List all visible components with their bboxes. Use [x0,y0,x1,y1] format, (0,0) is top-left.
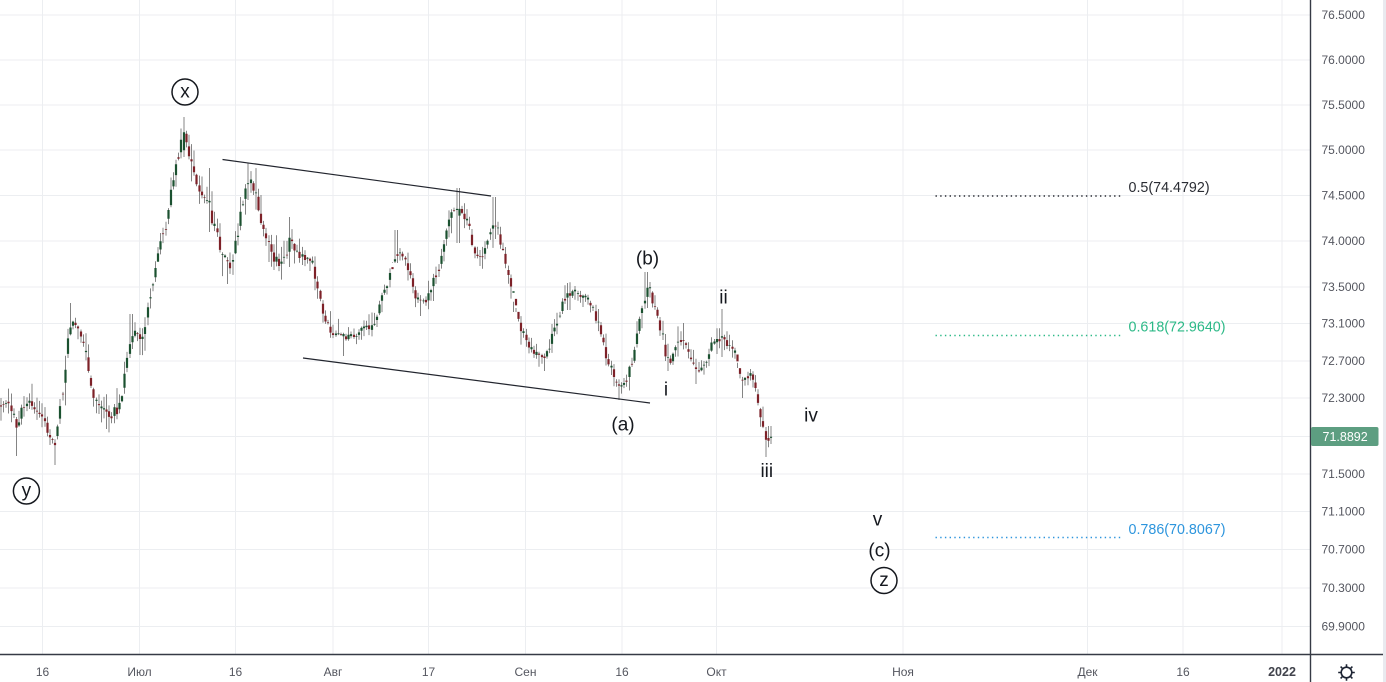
svg-text:2022: 2022 [1268,665,1296,679]
svg-text:75.0000: 75.0000 [1322,143,1366,157]
svg-text:i: i [664,380,668,401]
svg-text:73.5000: 73.5000 [1322,280,1366,294]
svg-text:Дек: Дек [1077,665,1098,679]
svg-text:16: 16 [615,665,629,679]
svg-text:16: 16 [229,665,243,679]
svg-text:76.0000: 76.0000 [1322,53,1366,67]
svg-text:74.5000: 74.5000 [1322,189,1366,203]
svg-text:17: 17 [422,665,436,679]
svg-text:73.1000: 73.1000 [1322,317,1366,331]
svg-text:Авг: Авг [324,665,343,679]
svg-text:71.8892: 71.8892 [1323,430,1368,444]
svg-text:Окт: Окт [706,665,727,679]
svg-text:Июл: Июл [127,665,151,679]
svg-text:(a): (a) [611,415,634,436]
svg-text:16: 16 [1176,665,1190,679]
svg-text:(c): (c) [868,541,890,562]
svg-text:v: v [873,510,883,531]
svg-text:0.618(72.9640): 0.618(72.9640) [1129,320,1226,336]
svg-text:x: x [180,82,190,103]
svg-text:iv: iv [804,406,818,427]
svg-text:0.786(70.8067): 0.786(70.8067) [1129,522,1226,538]
svg-text:0.5(74.4792): 0.5(74.4792) [1129,180,1210,196]
svg-text:16: 16 [36,665,50,679]
svg-text:72.7000: 72.7000 [1322,354,1366,368]
svg-text:Ноя: Ноя [892,665,914,679]
svg-text:75.5000: 75.5000 [1322,98,1366,112]
svg-text:74.0000: 74.0000 [1322,234,1366,248]
svg-text:y: y [22,481,32,502]
svg-text:70.7000: 70.7000 [1322,543,1366,557]
svg-text:70.3000: 70.3000 [1322,581,1366,595]
svg-text:71.5000: 71.5000 [1322,467,1366,481]
svg-text:71.1000: 71.1000 [1322,505,1366,519]
svg-text:Сен: Сен [515,665,537,679]
svg-text:72.3000: 72.3000 [1322,391,1366,405]
svg-text:z: z [879,570,889,591]
svg-text:ii: ii [719,288,727,309]
svg-text:(b): (b) [636,249,659,270]
svg-text:69.9000: 69.9000 [1322,620,1366,634]
svg-text:76.5000: 76.5000 [1322,8,1366,22]
svg-text:iii: iii [760,461,773,482]
